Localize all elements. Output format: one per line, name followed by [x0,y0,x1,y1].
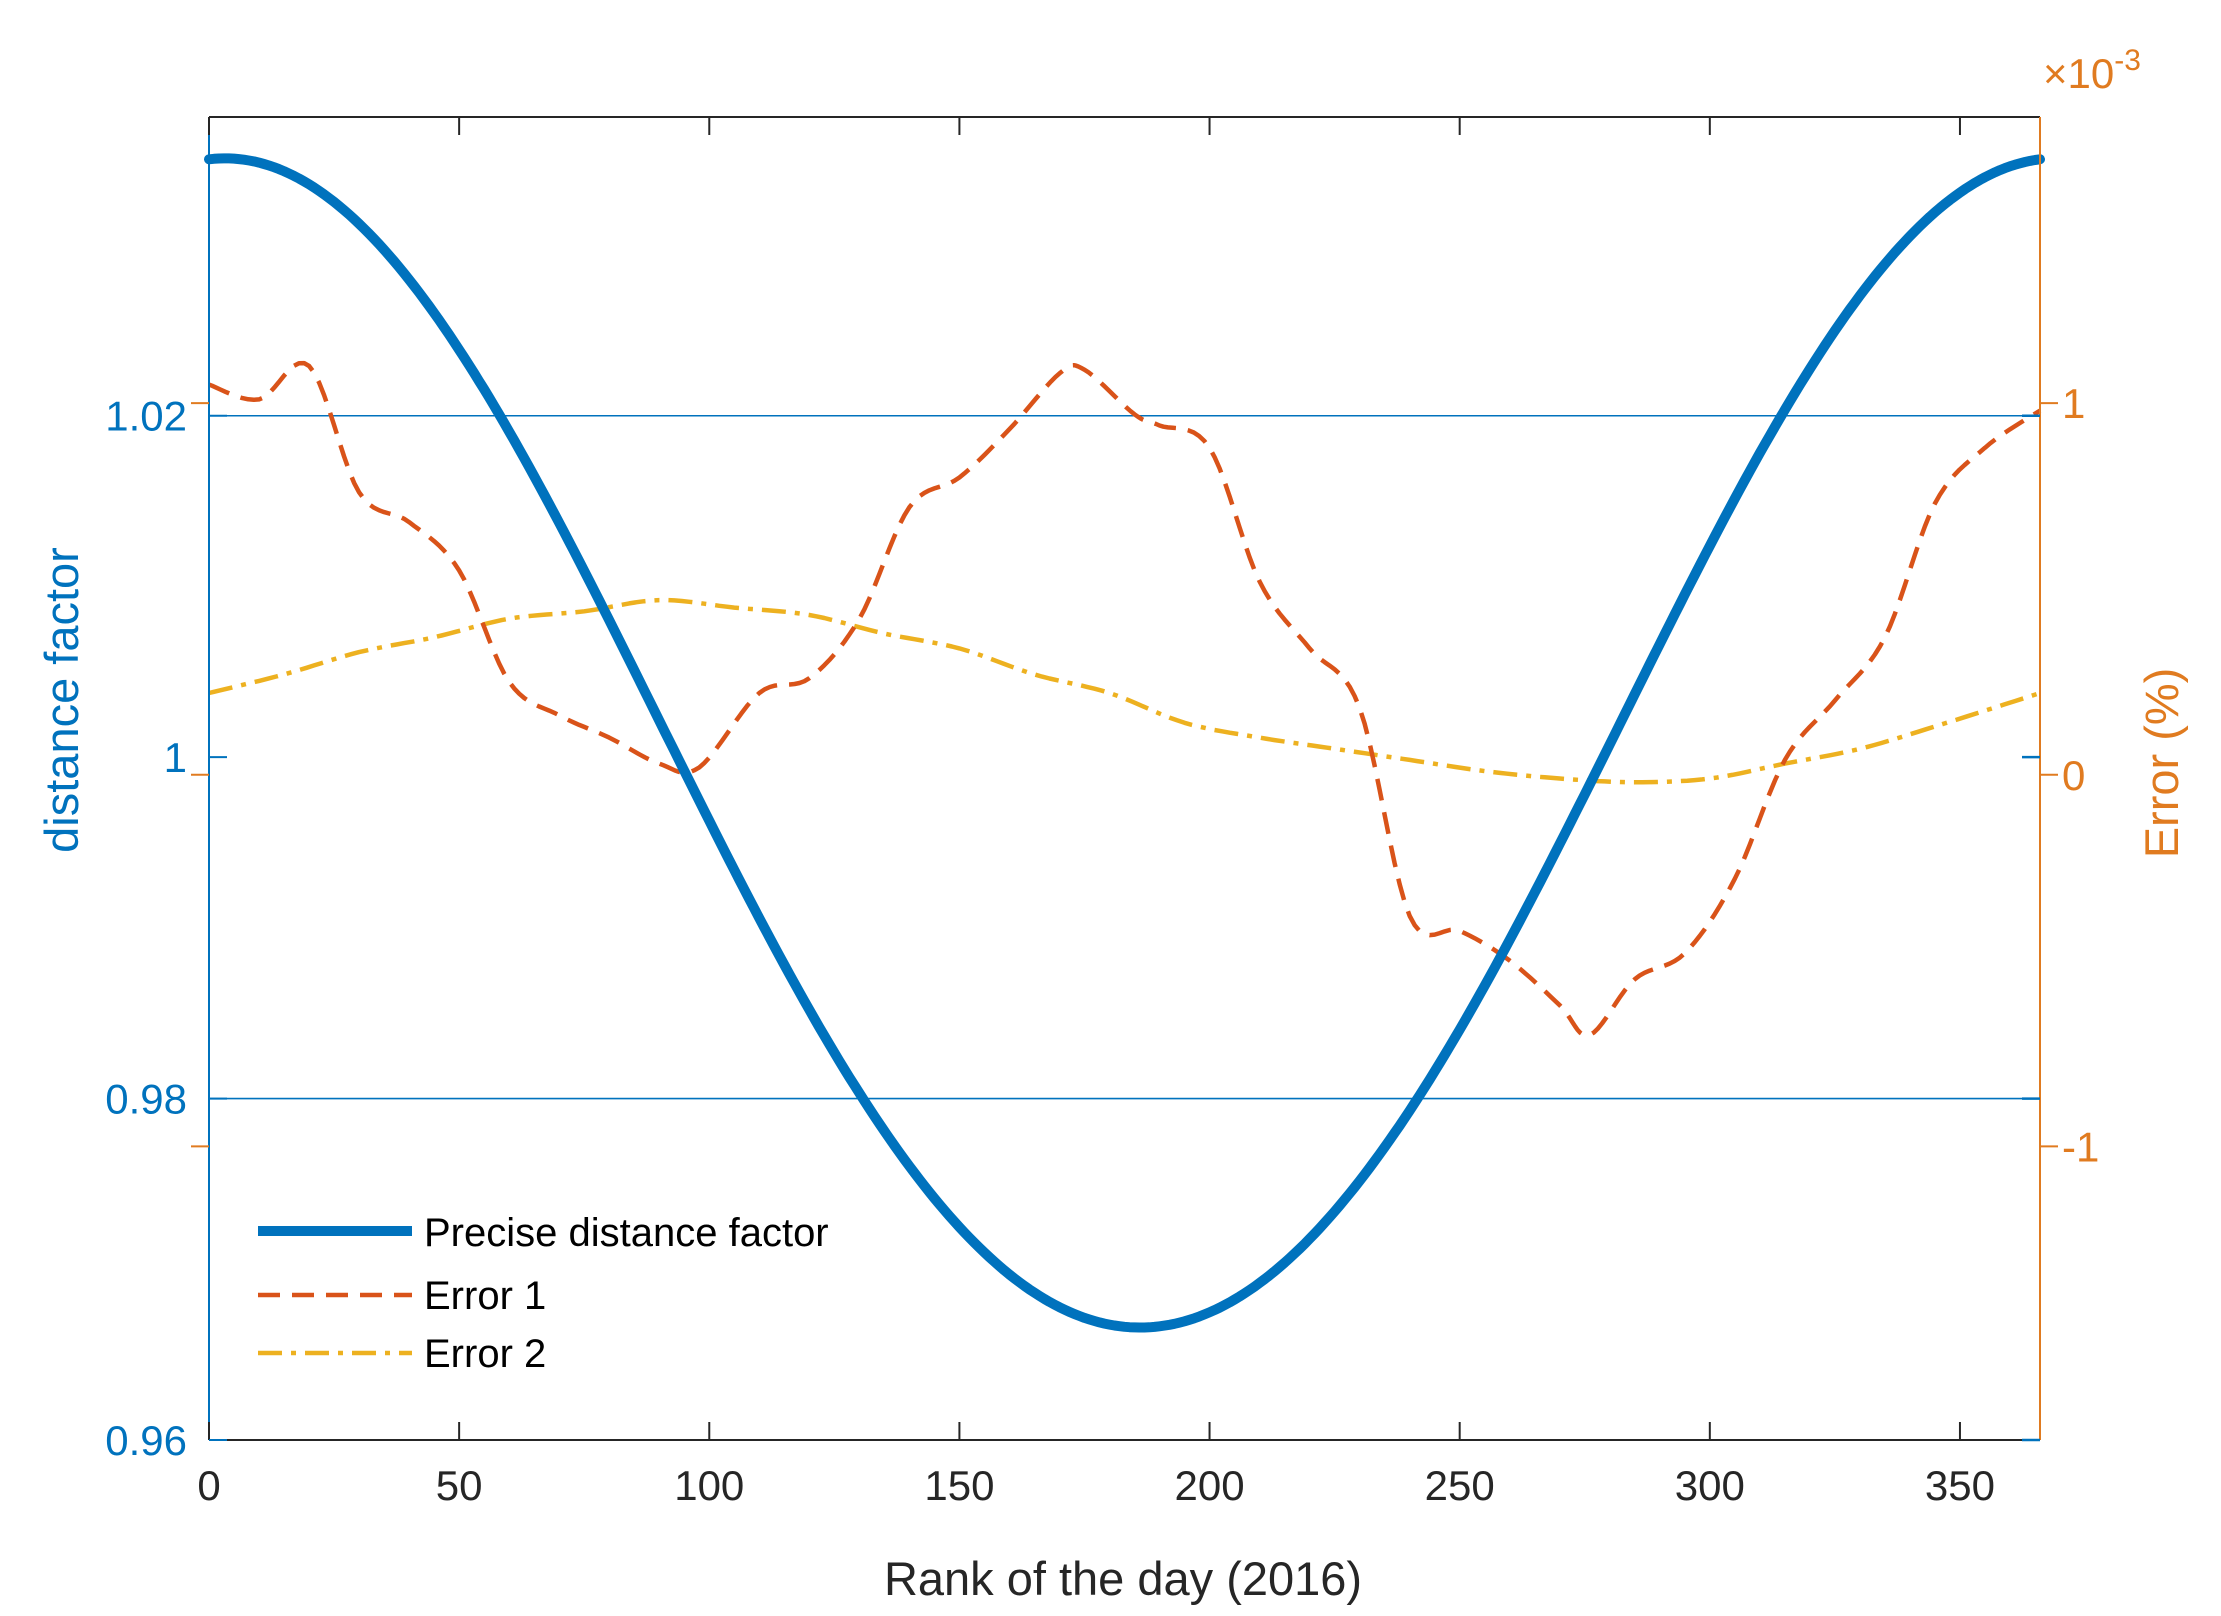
y-left-tick-label-3: 1.02 [105,393,187,440]
x-tick-label-7: 350 [1925,1462,1995,1509]
y-left-tick-label-1: 0.98 [105,1076,187,1123]
series-line-precise-distance-factor [204,153,2045,1333]
legend-label-precise: Precise distance factor [424,1211,829,1255]
right-axis-exponent: ×10-3 [2043,44,2141,97]
y-left-tick-label-2: 1 [164,734,187,781]
right-axis-exponent-value: -3 [2114,44,2141,77]
x-tick-label-6: 300 [1675,1462,1745,1509]
y-right-tick-label-2: 1 [2062,380,2085,427]
y-left-tick-label-0: 0.96 [105,1417,187,1464]
x-tick-label-5: 250 [1425,1462,1495,1509]
y-right-tick-label-0: -1 [2062,1123,2099,1170]
x-tick-label-2: 100 [674,1462,744,1509]
axes: 0 50 100 150 200 250 300 350 0.96 0.98 1 1.02 -1 0 1 [105,116,2099,1509]
x-tick-label-3: 150 [924,1462,994,1509]
legend-box [230,1175,910,1405]
x-tick-label-4: 200 [1175,1462,1245,1509]
legend: Precise distance factor Error 1 Error 2 [230,1175,910,1405]
plot-series [204,153,2045,1333]
x-tick-label-0: 0 [197,1462,220,1509]
x-axis-label: Rank of the day (2016) [884,1552,1362,1605]
right-axis-multiplier: ×10 [2043,50,2114,97]
grid-lines [209,414,2040,1100]
legend-label-error1: Error 1 [424,1274,546,1318]
y-axis-left-label: distance factor [35,547,88,853]
series-line-error-1 [208,360,2042,1038]
x-tick-label-1: 50 [436,1462,483,1509]
legend-label-error2: Error 2 [424,1332,546,1376]
y-right-tick-label-1: 0 [2062,752,2085,799]
y-axis-right-label: Error (%) [2135,668,2188,859]
